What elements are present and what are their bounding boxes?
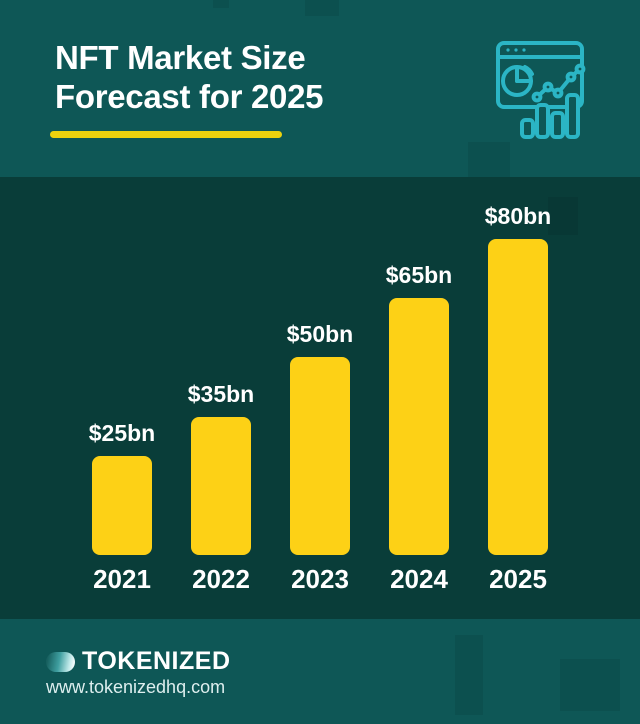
header: NFT Market Size Forecast for 2025: [0, 0, 640, 177]
page-title-line1: NFT Market Size: [55, 39, 306, 76]
footer: TOKENIZED www.tokenizedhq.com: [0, 619, 640, 724]
bar-value-label: $35bn: [187, 381, 255, 407]
title-underline: [50, 131, 282, 138]
mini-bar-shape: [550, 111, 565, 139]
page-title: NFT Market Size Forecast for 2025: [55, 38, 324, 116]
background-pattern: [213, 0, 229, 8]
bar: [290, 357, 350, 555]
bar-column: $35bn 2022: [172, 381, 271, 594]
bar: [92, 456, 152, 555]
bars-row: $25bn 2021 $35bn 2022 $50bn 2023 $65bn 2…: [0, 203, 640, 594]
bar-value-label: $65bn: [385, 262, 453, 288]
bar-column: $25bn 2021: [73, 420, 172, 594]
bar-year-label: 2022: [192, 564, 250, 594]
bar-chart: $25bn 2021 $35bn 2022 $50bn 2023 $65bn 2…: [0, 177, 640, 619]
website-url: www.tokenizedhq.com: [46, 677, 226, 697]
background-pattern: [560, 659, 620, 711]
brand-name: TOKENIZED: [82, 647, 231, 675]
background-pattern: [455, 635, 483, 715]
bar: [488, 239, 548, 555]
bar-value-label: $80bn: [484, 203, 552, 229]
background-pattern: [305, 0, 339, 16]
background-pattern: [468, 142, 510, 177]
mini-bar-shape: [520, 118, 535, 139]
bar-column: $50bn 2023: [271, 321, 370, 594]
mini-bar-shape: [565, 93, 580, 139]
bar-year-label: 2025: [489, 564, 547, 594]
analytics-dashboard-icon: [496, 41, 586, 139]
mini-bar-shape: [535, 103, 550, 139]
bar-year-label: 2021: [93, 564, 151, 594]
bar-year-label: 2024: [390, 564, 448, 594]
bar-column: $65bn 2024: [370, 262, 469, 594]
tokenized-coin-logo-icon: [46, 651, 75, 672]
brand-logo: TOKENIZED: [46, 647, 231, 676]
bar: [389, 298, 449, 555]
bar-value-label: $50bn: [286, 321, 354, 347]
bar-column: $80bn 2025: [469, 203, 568, 594]
bar-year-label: 2023: [291, 564, 349, 594]
bar-value-label: $25bn: [88, 420, 156, 446]
bar: [191, 417, 251, 555]
page-title-line2: Forecast for 2025: [55, 78, 324, 115]
